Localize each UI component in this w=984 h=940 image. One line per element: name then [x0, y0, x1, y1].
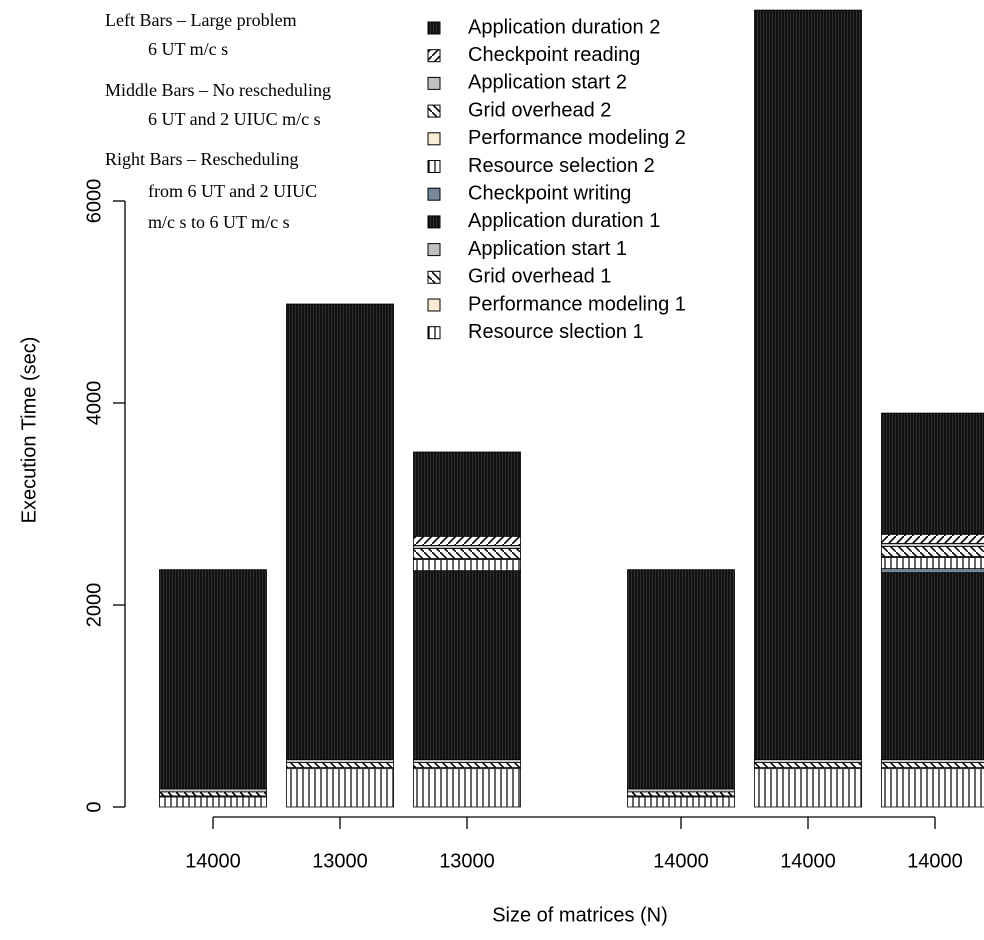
legend-label: Checkpoint writing	[468, 182, 631, 204]
y-tick-label: 0	[83, 801, 105, 812]
y-axis-label: Execution Time (sec)	[18, 337, 40, 524]
legend-label: Grid overhead 1	[468, 266, 611, 288]
bar-segment	[413, 451, 521, 537]
annotation: Middle Bars – No rescheduling	[105, 80, 331, 100]
bar-segment	[881, 533, 984, 544]
x-axis-label: Size of matrices (N)	[492, 904, 668, 926]
x-tick-label: 14000	[780, 850, 836, 872]
bar-segment	[881, 557, 984, 570]
legend-label: Resource selection 2	[468, 155, 655, 177]
legend-swatch	[427, 21, 441, 35]
x-tick-label: 14000	[185, 850, 241, 872]
x-tick-label: 13000	[439, 850, 495, 872]
legend-label: Application start 2	[468, 72, 627, 94]
annotation: m/c s to 6 UT m/c s	[148, 212, 290, 232]
bar-segment	[159, 569, 267, 790]
bar-segment	[754, 768, 862, 808]
bar-segment	[627, 791, 735, 797]
legend-label: Performance modeling 1	[468, 293, 686, 315]
legend-swatch	[427, 326, 441, 340]
legend-swatch	[427, 270, 441, 284]
bar-segment	[627, 788, 735, 793]
bar-segment	[627, 796, 735, 808]
bar-segment	[159, 796, 267, 808]
legend-swatch	[427, 49, 441, 63]
bar-segment	[286, 303, 394, 760]
y-tick-label: 4000	[83, 381, 105, 426]
legend-swatch	[427, 215, 441, 229]
bar-segment	[413, 559, 521, 572]
bar-segment	[286, 762, 394, 769]
bar-segment	[413, 762, 521, 769]
annotation: Left Bars – Large problem	[105, 10, 297, 30]
legend-swatch	[427, 104, 441, 118]
x-tick-label: 14000	[653, 850, 709, 872]
bar-segment	[413, 548, 521, 559]
bar-segment	[413, 768, 521, 808]
bar-segment	[881, 546, 984, 557]
legend-swatch	[427, 298, 441, 312]
bar-segment	[413, 759, 521, 763]
x-tick-label: 14000	[907, 850, 963, 872]
legend-swatch	[427, 160, 441, 173]
bar-segment	[286, 768, 394, 808]
annotation: Right Bars – Rescheduling	[105, 149, 298, 169]
legend-label: Application duration 2	[468, 16, 660, 38]
bar-segment	[159, 788, 267, 793]
y-tick-label: 2000	[83, 583, 105, 628]
legend-label: Application start 1	[468, 238, 627, 260]
legend-label: Checkpoint reading	[468, 44, 640, 66]
annotation: 6 UT m/c s	[148, 39, 228, 59]
legend-swatch	[427, 187, 441, 201]
y-tick-label: 6000	[83, 179, 105, 224]
bar-segment	[413, 571, 521, 760]
legend-label: Application duration 1	[468, 210, 660, 232]
bar-segment	[754, 759, 862, 763]
legend-swatch	[427, 76, 441, 90]
bar-segment	[881, 568, 984, 574]
bar-segment	[881, 412, 984, 535]
annotation: from 6 UT and 2 UIUC	[148, 181, 317, 201]
x-tick-label: 13000	[312, 850, 368, 872]
bar-segment	[286, 759, 394, 763]
bar-segment	[627, 569, 735, 790]
legend-swatch	[427, 243, 441, 257]
bar-segment	[413, 535, 521, 546]
legend-label: Resource slection 1	[468, 321, 644, 343]
annotation: 6 UT and 2 UIUC m/c s	[148, 109, 321, 129]
legend-label: Performance modeling 2	[468, 127, 686, 149]
bar-segment	[881, 572, 984, 760]
bar-segment	[881, 759, 984, 763]
legend-swatch	[427, 132, 441, 146]
bar-segment	[881, 542, 984, 547]
bar-segment	[413, 545, 521, 549]
bar-segment	[881, 762, 984, 769]
legend-label: Grid overhead 2	[468, 99, 611, 121]
bar-segment	[754, 9, 862, 760]
bar-segment	[159, 791, 267, 797]
bar-segment	[754, 762, 862, 769]
bar-segment	[881, 768, 984, 808]
